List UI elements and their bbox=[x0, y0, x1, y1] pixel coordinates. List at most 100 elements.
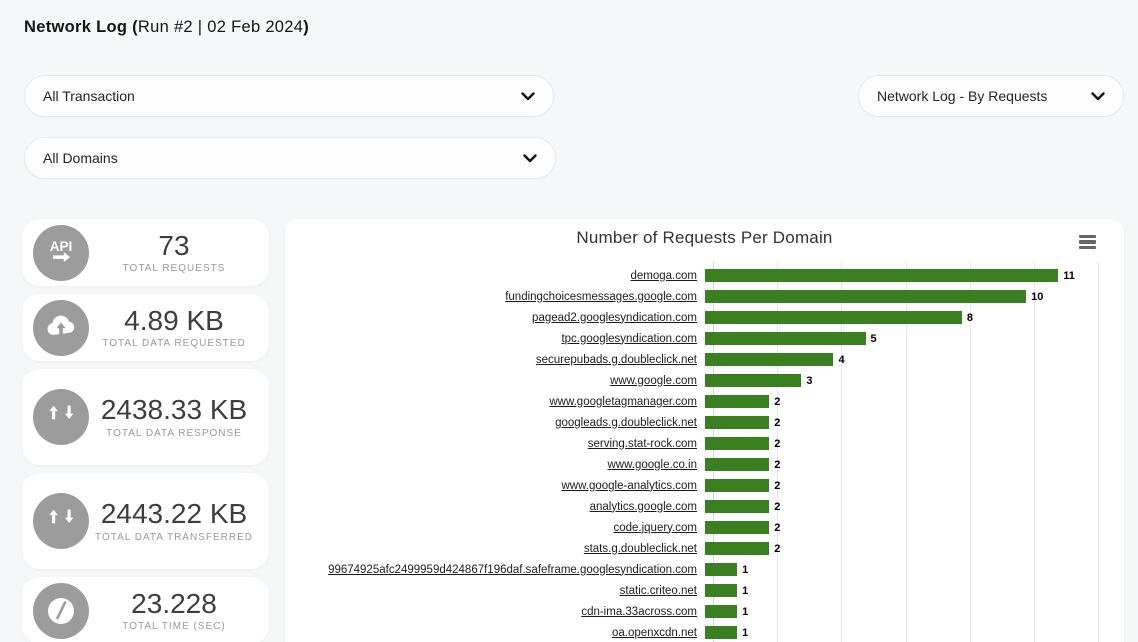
bar-value-label: 2 bbox=[774, 395, 781, 408]
request-count-bar[interactable] bbox=[705, 311, 962, 324]
domain-link[interactable]: www.googletagmanager.com bbox=[549, 395, 697, 408]
stat-value: 2443.22 KB bbox=[100, 498, 248, 530]
gridline bbox=[1034, 262, 1036, 642]
api-icon: API bbox=[33, 224, 89, 281]
domain-link[interactable]: demoga.com bbox=[630, 269, 697, 282]
total-requests-card: API 73 TOTAL REQUESTS bbox=[22, 219, 269, 286]
domain-link[interactable]: stats.g.doubleclick.net bbox=[583, 542, 697, 555]
stat-value: 23.228 bbox=[131, 587, 217, 619]
bar-value-label: 2 bbox=[774, 416, 781, 429]
gridline bbox=[969, 262, 971, 642]
total-data-transferred-card: 2443.22 KB TOTAL DATA TRANSFERRED bbox=[22, 473, 269, 569]
bar-value-label: 2 bbox=[774, 437, 781, 450]
chart-row: tpc.googlesyndication.com 5 bbox=[285, 328, 1124, 349]
domains-select[interactable]: All Domains bbox=[24, 137, 556, 179]
domain-link[interactable]: cdn-ima.33across.com bbox=[581, 605, 697, 618]
chart-row: googleads.g.doubleclick.net 2 bbox=[285, 412, 1124, 433]
chart-row: cdn-ima.33across.com 1 bbox=[285, 601, 1124, 622]
request-count-bar[interactable] bbox=[705, 437, 770, 450]
report-type-select[interactable]: Network Log - By Requests bbox=[858, 75, 1124, 117]
transaction-select[interactable]: All Transaction bbox=[24, 75, 554, 117]
chart-rows: demoga.com 11 fundingchoicesmessages.googl… bbox=[285, 265, 1124, 642]
request-count-bar[interactable] bbox=[705, 374, 802, 387]
domain-link[interactable]: static.criteo.net bbox=[619, 584, 697, 597]
domain-link[interactable]: fundingchoicesmessages.google.com bbox=[505, 290, 697, 303]
request-count-bar[interactable] bbox=[705, 542, 770, 555]
cloud-upload-icon bbox=[33, 299, 89, 356]
domain-link[interactable]: tpc.googlesyndication.com bbox=[561, 332, 697, 345]
report-type-select-value: Network Log - By Requests bbox=[877, 88, 1048, 104]
domain-link[interactable]: www.google-analytics.com bbox=[561, 479, 697, 492]
bar-value-label: 2 bbox=[774, 500, 781, 513]
gridline bbox=[841, 262, 843, 642]
chart-title: Number of Requests Per Domain bbox=[576, 228, 833, 247]
gridline bbox=[777, 262, 779, 642]
page-title-prefix: Network Log ( bbox=[24, 18, 138, 36]
bar-value-label: 8 bbox=[966, 311, 973, 324]
bar-value-label: 1 bbox=[742, 605, 749, 618]
domain-link[interactable]: www.google.com bbox=[610, 374, 697, 387]
bar-value-label: 4 bbox=[838, 353, 845, 366]
request-count-bar[interactable] bbox=[705, 269, 1059, 282]
request-count-bar[interactable] bbox=[705, 563, 738, 576]
request-count-bar[interactable] bbox=[705, 353, 834, 366]
chart-row: www.google-analytics.com 2 bbox=[285, 475, 1124, 496]
request-count-bar[interactable] bbox=[705, 458, 770, 471]
request-count-bar[interactable] bbox=[705, 500, 770, 513]
total-time-card: 23.228 TOTAL TIME (SEC) bbox=[22, 577, 269, 642]
chart-row: analytics.google.com 2 bbox=[285, 496, 1124, 517]
stat-label: TOTAL REQUESTS bbox=[122, 263, 226, 275]
clock-icon bbox=[33, 582, 89, 639]
gridline bbox=[905, 262, 907, 642]
y-axis-line bbox=[713, 262, 714, 642]
request-count-bar[interactable] bbox=[705, 584, 738, 597]
stat-label: TOTAL DATA TRANSFERRED bbox=[95, 531, 253, 543]
request-count-bar[interactable] bbox=[705, 290, 1027, 303]
bar-value-label: 10 bbox=[1031, 290, 1044, 303]
domain-link[interactable]: analytics.google.com bbox=[589, 500, 697, 513]
chart-row: www.google.com 3 bbox=[285, 370, 1124, 391]
chart-row: pagead2.googlesyndication.com 8 bbox=[285, 307, 1124, 328]
request-count-bar[interactable] bbox=[705, 479, 770, 492]
chart-row: demoga.com 11 bbox=[285, 265, 1124, 286]
stat-value: 73 bbox=[158, 229, 190, 261]
domain-link[interactable]: oa.openxcdn.net bbox=[611, 626, 697, 639]
request-count-bar[interactable] bbox=[705, 395, 770, 408]
chart-gridlines bbox=[713, 262, 1124, 642]
bar-value-label: 2 bbox=[774, 521, 781, 534]
stat-label: TOTAL DATA RESPONSE bbox=[106, 427, 242, 439]
request-count-bar[interactable] bbox=[705, 626, 738, 639]
chart-row: code.jquery.com 2 bbox=[285, 517, 1124, 538]
domain-link[interactable]: securepubads.g.doubleclick.net bbox=[535, 353, 697, 366]
bar-value-label: 1 bbox=[742, 626, 749, 639]
domain-link[interactable]: code.jquery.com bbox=[613, 521, 697, 534]
chart-row: www.googletagmanager.com 2 bbox=[285, 391, 1124, 412]
transfer-arrows-icon bbox=[33, 389, 89, 445]
chart-row: fundingchoicesmessages.google.com 10 bbox=[285, 286, 1124, 307]
bar-value-label: 1 bbox=[742, 563, 749, 576]
domain-link[interactable]: www.google.co.in bbox=[607, 458, 698, 471]
domains-select-value: All Domains bbox=[43, 150, 118, 166]
domain-link[interactable]: 99674925afc2499959d424867f196daf.safefra… bbox=[328, 563, 697, 576]
request-count-bar[interactable] bbox=[705, 416, 770, 429]
bar-value-label: 2 bbox=[774, 479, 781, 492]
svg-text:API: API bbox=[50, 239, 73, 254]
request-count-bar[interactable] bbox=[705, 605, 738, 618]
chevron-down-icon bbox=[523, 153, 537, 162]
domain-link[interactable]: pagead2.googlesyndication.com bbox=[532, 311, 697, 324]
chart-row: stats.g.doubleclick.net 2 bbox=[285, 538, 1124, 559]
request-count-bar[interactable] bbox=[705, 332, 866, 345]
gridline bbox=[1098, 262, 1100, 642]
bar-value-label: 2 bbox=[774, 542, 781, 555]
page-title-suffix: ) bbox=[303, 18, 310, 36]
chart-row: oa.openxcdn.net 1 bbox=[285, 622, 1124, 642]
requests-per-domain-chart: Number of Requests Per Domain demoga.com… bbox=[285, 219, 1124, 642]
bar-value-label: 2 bbox=[774, 458, 781, 471]
request-count-bar[interactable] bbox=[705, 521, 770, 534]
domain-link[interactable]: googleads.g.doubleclick.net bbox=[555, 416, 697, 429]
total-data-requested-card: 4.89 KB TOTAL DATA REQUESTED bbox=[22, 294, 269, 361]
chart-row: 99674925afc2499959d424867f196daf.safefra… bbox=[285, 559, 1124, 580]
hamburger-menu-icon[interactable] bbox=[1078, 234, 1098, 250]
domain-link[interactable]: serving.stat-rock.com bbox=[587, 437, 697, 450]
